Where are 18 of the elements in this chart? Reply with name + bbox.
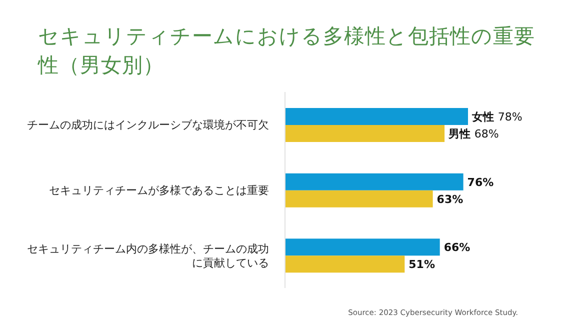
bar [285,125,445,142]
data-label: 78% [498,110,522,124]
chart-title: セキュリティチームにおける多様性と包括性の重要性（男女別） [38,23,536,79]
y-tick-label: セキュリティチームが多様であることは重要 [49,184,269,197]
data-label: 76% [467,176,494,189]
y-tick-label: セキュリティチーム内の多様性が、チームの成功に貢献している [27,242,269,270]
bar [285,238,440,256]
bar [285,173,464,190]
y-tick-label: チームの成功にはインクルーシブな環境が不可欠 [27,118,269,132]
data-label: 51% [408,258,435,272]
data-label: 63% [436,192,464,206]
bar [285,256,405,273]
data-label: 66% [444,241,470,254]
bar [285,108,468,125]
bar [285,190,433,208]
data-label: 68% [474,128,499,140]
series-label: 男性 [448,128,474,140]
series-label: 女性 [471,110,498,124]
